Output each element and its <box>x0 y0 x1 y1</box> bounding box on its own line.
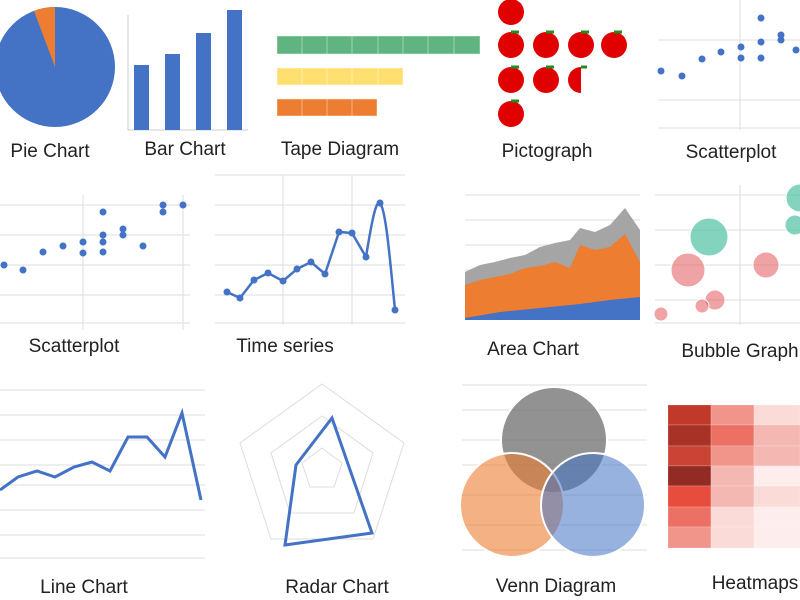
tile-label: Bar Chart <box>144 139 226 160</box>
pie-icon <box>0 7 115 127</box>
bar-icon <box>127 10 248 131</box>
area-icon <box>465 194 640 320</box>
tile-label: Scatterplot <box>686 142 778 163</box>
line-icon <box>0 389 205 559</box>
tile-label: Area Chart <box>487 339 580 360</box>
tile-label: Time series <box>236 336 333 357</box>
radar-icon <box>239 383 405 547</box>
scatter-icon <box>657 0 800 130</box>
tile-label: Pictograph <box>502 141 593 162</box>
tile-label: Bubble Graph <box>681 341 798 362</box>
heatmap-icon <box>667 404 800 549</box>
tile-label: Radar Chart <box>285 577 389 598</box>
tile-label: Venn Diagram <box>496 576 616 597</box>
pictograph-icon <box>498 0 627 127</box>
tile-label: Pie Chart <box>10 141 90 162</box>
tile-label: Line Chart <box>40 577 128 598</box>
tile-label: Tape Diagram <box>281 139 399 160</box>
bubble-icon <box>653 183 800 325</box>
tile-label: Scatterplot <box>29 336 121 357</box>
scatter-icon-2 <box>0 195 190 330</box>
time-series-icon <box>215 174 405 325</box>
venn-icon <box>459 384 647 558</box>
tile-label: Heatmaps <box>712 573 799 594</box>
tape-icon <box>276 35 481 117</box>
